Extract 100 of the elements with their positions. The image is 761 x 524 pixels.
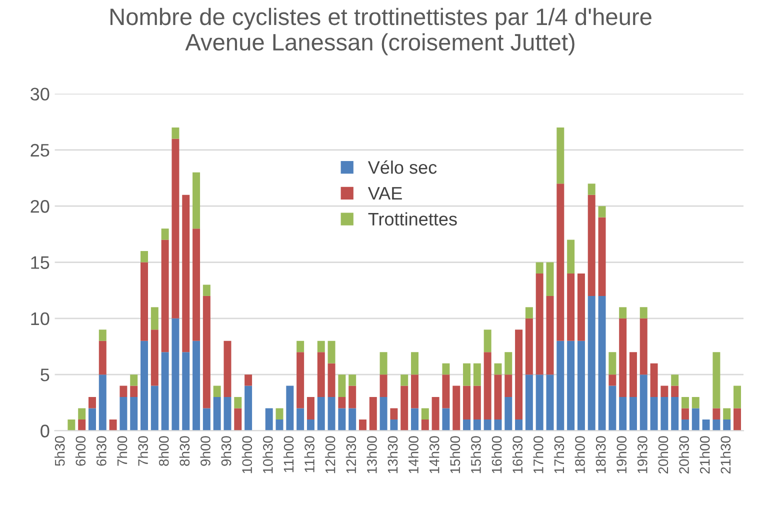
bar [150,307,158,330]
x-tick-label: 7h00 [116,436,128,466]
bar [328,397,336,431]
bar [681,408,689,420]
bar [120,386,128,398]
bar [244,386,252,431]
bar [504,352,512,375]
bar [234,408,242,431]
bar [525,307,533,318]
bar [306,397,314,420]
bar [296,408,304,431]
x-tick-label: 19h00 [616,436,627,474]
x-tick-label: 21h30 [720,436,731,474]
x-tick-label: 13h30 [387,436,398,474]
x-tick-label: 9h00 [200,436,210,466]
bar [328,363,336,398]
bar [140,262,148,341]
x-tick-label: 18h30 [596,436,606,474]
bar [78,419,86,431]
bar [619,307,627,318]
x-tick-label: 10h00 [242,436,252,474]
bar [317,352,325,398]
bar [150,330,158,386]
bar [608,386,616,431]
bar [536,374,544,431]
bar [619,318,627,398]
bar [234,397,242,408]
x-tick-label: 21h00 [700,436,710,474]
bar [463,363,471,386]
bar [629,397,637,431]
bar [640,318,648,375]
bar [202,284,210,296]
bar [525,318,533,375]
bar [182,352,190,431]
bar [213,397,221,431]
bar [172,127,180,139]
bar [681,419,689,431]
bar [692,408,700,431]
x-tick-label: 9h30 [221,436,232,466]
bar [411,408,418,431]
bar [660,386,668,398]
bar [442,374,450,408]
bar [546,262,554,296]
bar [421,419,429,431]
x-tick-label: 11h00 [283,436,294,472]
bar [400,386,408,431]
bar [463,386,471,420]
x-tick-label: 20h30 [678,436,689,474]
legend-label: Trottinettes [368,212,457,226]
bar [608,374,616,386]
bar [525,374,533,431]
x-tick-label: 19h30 [637,436,648,474]
bar [504,397,512,431]
bar [192,228,200,341]
bar [306,419,314,431]
bar [120,397,128,431]
y-tick-label: 30 [30,88,50,101]
bar [734,386,741,408]
bar [588,184,596,195]
x-tick-label: 15h00 [450,436,460,474]
x-tick-label: 13h00 [366,436,377,474]
bar [671,397,679,431]
bar [556,127,564,184]
bar [411,374,418,408]
bar [577,340,585,431]
bar [150,386,158,431]
x-tick-label: 10h30 [262,436,273,474]
bar [515,330,523,420]
bar [421,408,429,420]
bar [380,374,388,398]
x-tick-label: 20h00 [658,436,668,474]
chart-title: Nombre de cyclistes et trottinettistes par 1/4 d'heure Avenue Lanessan (croisement Juttet) [110,8,652,56]
x-tick-label: 14h30 [429,436,440,474]
bar [660,397,668,431]
bar [296,340,304,352]
bar [348,374,356,386]
bar [598,296,606,431]
bar [172,318,180,431]
bar [276,408,284,420]
bar [473,363,481,386]
bar [546,296,554,375]
x-tick-label: 6h00 [75,436,86,466]
bar [130,397,138,431]
bar [411,352,418,375]
bar [640,374,648,431]
bar [296,352,304,408]
bar [380,352,388,375]
bar [702,419,710,431]
bar [161,240,169,352]
bar [390,419,398,431]
bar [598,206,606,218]
bar [224,397,232,431]
bar [348,408,356,431]
bar [712,352,720,408]
bar [494,363,502,375]
bar [473,419,481,431]
bar [463,419,471,431]
x-tick-label: 16h30 [512,436,523,474]
bar [130,386,138,398]
bar [380,397,388,431]
